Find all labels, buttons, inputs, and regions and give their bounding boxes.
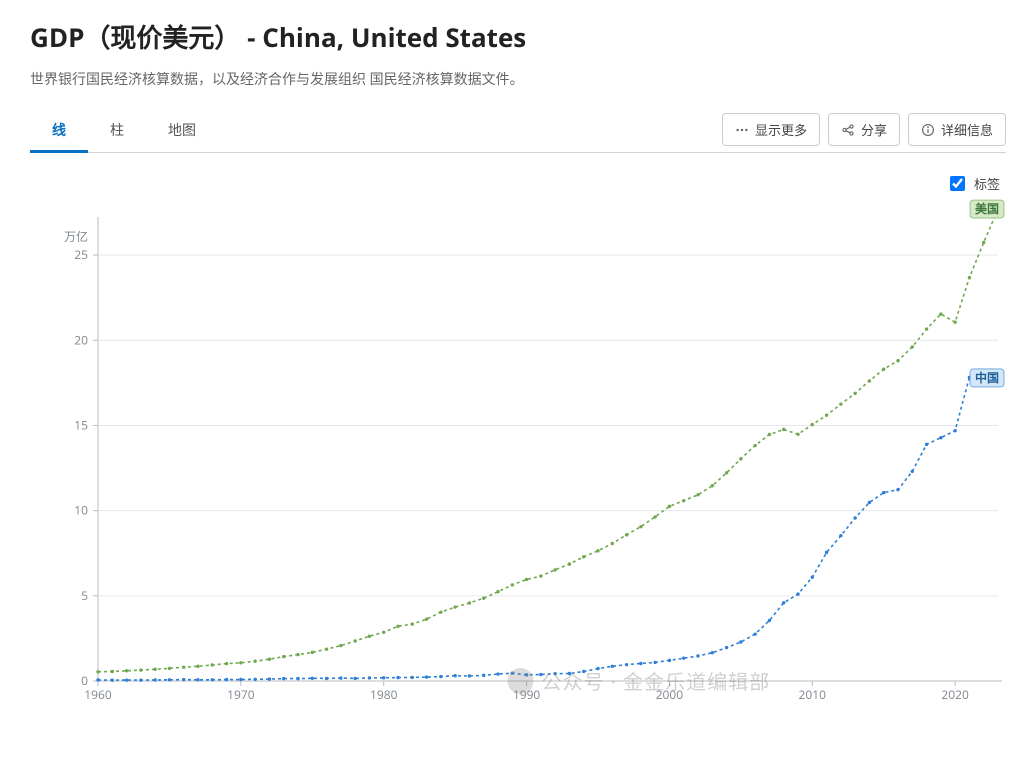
page-subtitle: 世界银行国民经济核算数据，以及经济合作与发展组织 国民经济核算数据文件。 xyxy=(30,69,1006,89)
svg-text:5: 5 xyxy=(81,587,88,604)
share-button[interactable]: 分享 xyxy=(828,113,900,146)
labels-checkbox[interactable] xyxy=(950,176,965,191)
svg-text:1970: 1970 xyxy=(227,686,255,703)
info-icon xyxy=(921,123,935,137)
svg-text:20: 20 xyxy=(74,331,88,348)
svg-text:10: 10 xyxy=(74,502,88,519)
labels-toggle-text: 标签 xyxy=(974,174,1000,193)
svg-text:中国: 中国 xyxy=(975,369,999,386)
details-label: 详细信息 xyxy=(941,120,993,139)
svg-text:万亿: 万亿 xyxy=(64,228,88,245)
page-title: GDP（现价美元） - China, United States xyxy=(30,18,1006,55)
details-button[interactable]: 详细信息 xyxy=(908,113,1006,146)
gdp-line-chart: 0510152025万亿1960197019801990200020102020… xyxy=(30,171,1006,731)
svg-text:2010: 2010 xyxy=(799,686,827,703)
svg-text:25: 25 xyxy=(74,246,88,263)
svg-text:15: 15 xyxy=(74,416,88,433)
more-icon xyxy=(735,123,749,137)
share-label: 分享 xyxy=(861,120,887,139)
chart-container: 标签 0510152025万亿1960197019801990200020102… xyxy=(30,153,1006,731)
labels-toggle[interactable]: 标签 xyxy=(946,173,1000,194)
svg-text:美国: 美国 xyxy=(975,200,999,217)
tab-line[interactable]: 线 xyxy=(30,108,88,153)
svg-text:1980: 1980 xyxy=(370,686,398,703)
view-tabs: 线 柱 地图 xyxy=(30,107,218,152)
svg-text:2020: 2020 xyxy=(941,686,969,703)
share-icon xyxy=(841,123,855,137)
svg-text:1960: 1960 xyxy=(84,686,112,703)
chart-toolbar: 线 柱 地图 显示更多 分享 详细信息 xyxy=(30,107,1006,153)
tab-map[interactable]: 地图 xyxy=(146,108,218,153)
svg-text:2000: 2000 xyxy=(656,686,684,703)
more-button[interactable]: 显示更多 xyxy=(722,113,820,146)
more-label: 显示更多 xyxy=(755,120,807,139)
tab-bar[interactable]: 柱 xyxy=(88,108,146,153)
svg-text:1990: 1990 xyxy=(513,686,541,703)
